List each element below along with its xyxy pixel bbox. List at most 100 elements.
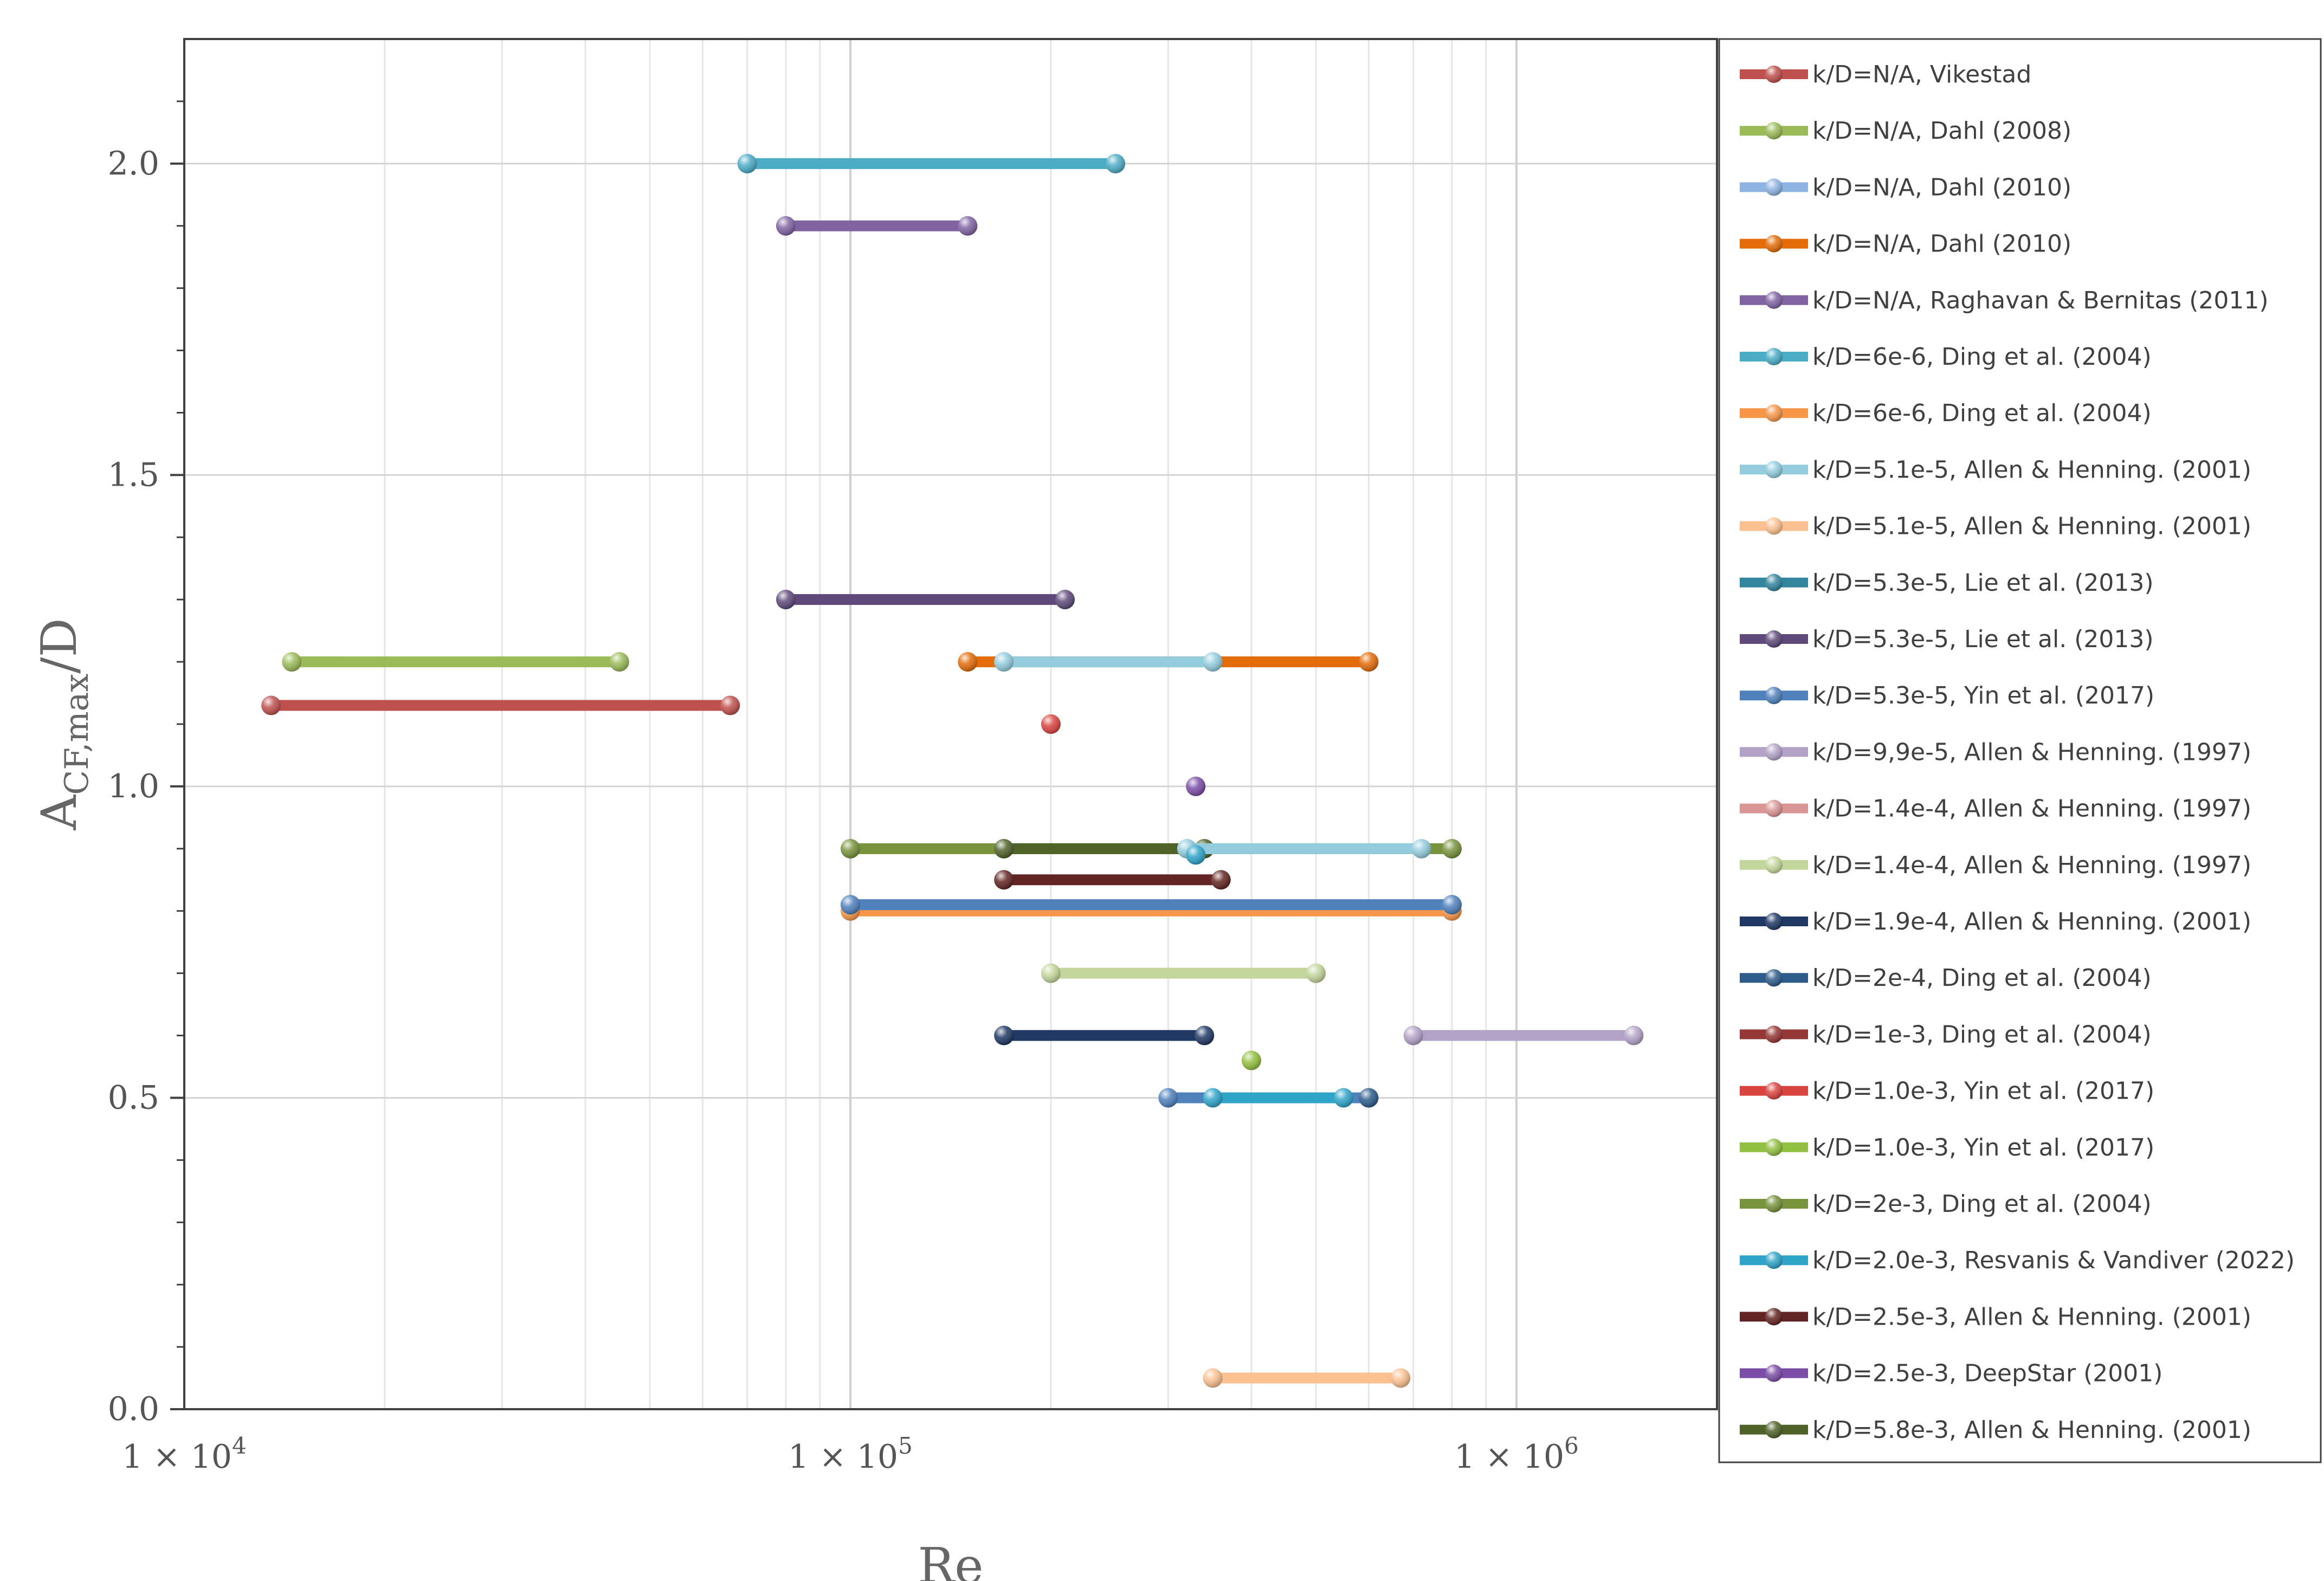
legend-label: k/D=2.5e-3, DeepStar (2001) bbox=[1812, 1360, 2162, 1388]
series-8 bbox=[1203, 1368, 1411, 1388]
data-point-shine bbox=[1306, 963, 1326, 983]
data-point-shine bbox=[776, 216, 796, 236]
legend-label: k/D=1.0e-3, Yin et al. (2017) bbox=[1812, 1134, 2154, 1161]
data-point-shine bbox=[1203, 1088, 1223, 1108]
series-18 bbox=[1041, 714, 1061, 734]
legend-swatch-shine bbox=[1765, 1082, 1783, 1100]
legend-item: k/D=6e-6, Ding et al. (2004) bbox=[1740, 399, 2152, 427]
data-point-shine bbox=[737, 153, 757, 173]
data-point-shine bbox=[1186, 845, 1206, 865]
legend-swatch-shine bbox=[1765, 461, 1783, 479]
series-5 bbox=[737, 153, 1126, 173]
series-segment-21 bbox=[1186, 845, 1206, 865]
legend-label: k/D=2.0e-3, Resvanis & Vandiver (2022) bbox=[1812, 1247, 2295, 1274]
legend-label: k/D=5.3e-5, Yin et al. (2017) bbox=[1812, 682, 2154, 709]
y-tick-label: 1.5 bbox=[108, 456, 159, 494]
legend-label: k/D=2e-3, Ding et al. (2004) bbox=[1812, 1190, 2152, 1218]
legend-item: k/D=1.0e-3, Yin et al. (2017) bbox=[1740, 1077, 2154, 1105]
data-point-shine bbox=[958, 652, 978, 672]
series-7 bbox=[994, 652, 1223, 672]
data-point-shine bbox=[1403, 1025, 1423, 1046]
legend-item: k/D=2.5e-3, Allen & Henning. (2001) bbox=[1740, 1303, 2251, 1331]
legend-swatch-shine bbox=[1765, 517, 1783, 535]
legend-label: k/D=N/A, Raghavan & Bernitas (2011) bbox=[1812, 287, 2269, 314]
data-point-shine bbox=[1211, 870, 1231, 890]
data-point-shine bbox=[1158, 1088, 1178, 1108]
legend-swatch-shine bbox=[1765, 1308, 1783, 1326]
legend-item: k/D=N/A, Vikestad bbox=[1740, 61, 2031, 88]
legend-label: k/D=5.1e-5, Allen & Henning. (2001) bbox=[1812, 513, 2251, 540]
legend-label: k/D=1.4e-4, Allen & Henning. (1997) bbox=[1812, 851, 2251, 879]
series-10 bbox=[776, 590, 1075, 610]
series-22 bbox=[994, 870, 1231, 890]
legend-label: k/D=N/A, Dahl (2008) bbox=[1812, 117, 2071, 145]
legend-item: k/D=2.5e-3, DeepStar (2001) bbox=[1740, 1360, 2162, 1388]
legend-swatch-shine bbox=[1765, 404, 1783, 422]
y-tick-label: 1.0 bbox=[108, 767, 159, 805]
legend-item: k/D=2.0e-3, Resvanis & Vandiver (2022) bbox=[1740, 1247, 2295, 1274]
data-point-shine bbox=[609, 652, 629, 672]
series-23 bbox=[1186, 776, 1206, 796]
legend-swatch-shine bbox=[1765, 687, 1783, 705]
data-point-shine bbox=[1241, 1050, 1261, 1070]
legend-swatch-shine bbox=[1765, 743, 1783, 761]
series-21 bbox=[1203, 1088, 1353, 1108]
legend-item: k/D=9,9e-5, Allen & Henning. (1997) bbox=[1740, 738, 2251, 766]
legend-swatch-shine bbox=[1765, 1251, 1783, 1269]
legend-label: k/D=5.1e-5, Allen & Henning. (2001) bbox=[1812, 456, 2251, 483]
data-point-shine bbox=[1411, 838, 1431, 859]
data-point-shine bbox=[776, 590, 796, 610]
data-point-shine bbox=[720, 695, 740, 715]
x-axis-title: Re bbox=[918, 1538, 983, 1581]
legend-label: k/D=9,9e-5, Allen & Henning. (1997) bbox=[1812, 738, 2251, 766]
legend-item: k/D=1.4e-4, Allen & Henning. (1997) bbox=[1740, 851, 2251, 879]
legend-item: k/D=1.9e-4, Allen & Henning. (2001) bbox=[1740, 908, 2251, 935]
grid bbox=[184, 39, 1717, 1409]
legend-label: k/D=N/A, Dahl (2010) bbox=[1812, 173, 2071, 201]
legend-item: k/D=1e-3, Ding et al. (2004) bbox=[1740, 1021, 2152, 1048]
legend-swatch-shine bbox=[1765, 969, 1783, 987]
series-group bbox=[261, 153, 1644, 1388]
series-4 bbox=[776, 216, 978, 236]
legend-label: k/D=2e-4, Ding et al. (2004) bbox=[1812, 964, 2152, 992]
data-point-shine bbox=[1186, 776, 1206, 796]
y-tick-label: 0.5 bbox=[108, 1079, 159, 1117]
data-point-shine bbox=[261, 695, 281, 715]
legend-swatch-shine bbox=[1765, 1364, 1783, 1382]
legend-swatch-shine bbox=[1765, 235, 1783, 253]
series-segment-16 bbox=[1359, 1088, 1379, 1108]
legend-label: k/D=1e-3, Ding et al. (2004) bbox=[1812, 1021, 2152, 1048]
legend-swatch-shine bbox=[1765, 630, 1783, 648]
legend-item: k/D=6e-6, Ding et al. (2004) bbox=[1740, 343, 2152, 371]
data-point-shine bbox=[1359, 1088, 1379, 1108]
legend-item: k/D=1.0e-3, Yin et al. (2017) bbox=[1740, 1134, 2154, 1161]
legend-swatch-shine bbox=[1765, 66, 1783, 83]
legend-item: k/D=N/A, Raghavan & Bernitas (2011) bbox=[1740, 287, 2269, 314]
legend-swatch-shine bbox=[1765, 573, 1783, 591]
legend-swatch-shine bbox=[1765, 1195, 1783, 1212]
data-point-shine bbox=[1041, 714, 1061, 734]
legend-swatch-shine bbox=[1765, 1138, 1783, 1156]
data-point-shine bbox=[1359, 652, 1379, 672]
legend-item: k/D=5.8e-3, Allen & Henning. (2001) bbox=[1740, 1416, 2251, 1444]
legend-label: k/D=N/A, Dahl (2010) bbox=[1812, 230, 2071, 258]
data-point-shine bbox=[1203, 652, 1223, 672]
legend-item: k/D=2e-4, Ding et al. (2004) bbox=[1740, 964, 2152, 992]
legend-swatch-shine bbox=[1765, 291, 1783, 309]
data-point-shine bbox=[994, 1025, 1014, 1046]
legend-swatch-shine bbox=[1765, 1421, 1783, 1438]
series-segment-7 bbox=[1177, 838, 1431, 859]
y-axis-title-main: A bbox=[31, 795, 88, 831]
legend bbox=[1718, 38, 2322, 1463]
legend-item: k/D=5.3e-5, Yin et al. (2017) bbox=[1740, 682, 2154, 709]
legend-item: k/D=2e-3, Ding et al. (2004) bbox=[1740, 1190, 2152, 1218]
data-point-shine bbox=[1333, 1088, 1353, 1108]
legend-item: k/D=5.3e-5, Lie et al. (2013) bbox=[1740, 569, 2154, 597]
data-point-shine bbox=[1106, 153, 1126, 173]
data-point-shine bbox=[1624, 1025, 1644, 1046]
legend-label: k/D=1.0e-3, Yin et al. (2017) bbox=[1812, 1077, 2154, 1105]
y-axis-title-tail: /D bbox=[31, 618, 88, 673]
legend-item: k/D=N/A, Dahl (2008) bbox=[1740, 117, 2071, 145]
data-point-shine bbox=[841, 895, 861, 915]
series-1 bbox=[282, 652, 629, 672]
